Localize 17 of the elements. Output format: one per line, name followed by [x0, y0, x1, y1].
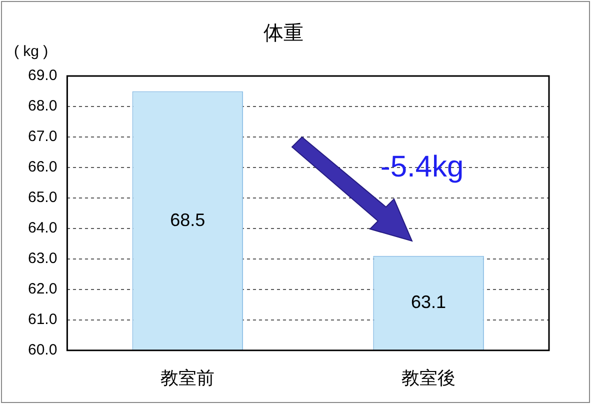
y-tick-label: 61.0 [28, 311, 58, 328]
y-tick-label: 65.0 [28, 189, 58, 206]
y-tick-label: 69.0 [28, 67, 58, 84]
y-axis-title: ( kg ) [14, 43, 48, 60]
x-tick-label: 教室後 [402, 368, 456, 388]
y-tick-label: 66.0 [28, 158, 58, 176]
data-label: 68.5 [170, 210, 206, 230]
y-tick-label: 62.0 [28, 280, 58, 298]
y-tick-label: 64.0 [28, 220, 58, 237]
x-tick-label: 教室前 [160, 368, 215, 388]
chart-title: 体重 [264, 22, 304, 45]
y-tick-label: 68.0 [28, 98, 58, 115]
annotation: -5.4kg [380, 150, 464, 184]
y-tick-label: 60.0 [28, 342, 58, 359]
y-tick-label: 67.0 [28, 128, 58, 146]
y-tick-label: 63.0 [28, 250, 58, 268]
data-label: 63.1 [411, 292, 446, 312]
